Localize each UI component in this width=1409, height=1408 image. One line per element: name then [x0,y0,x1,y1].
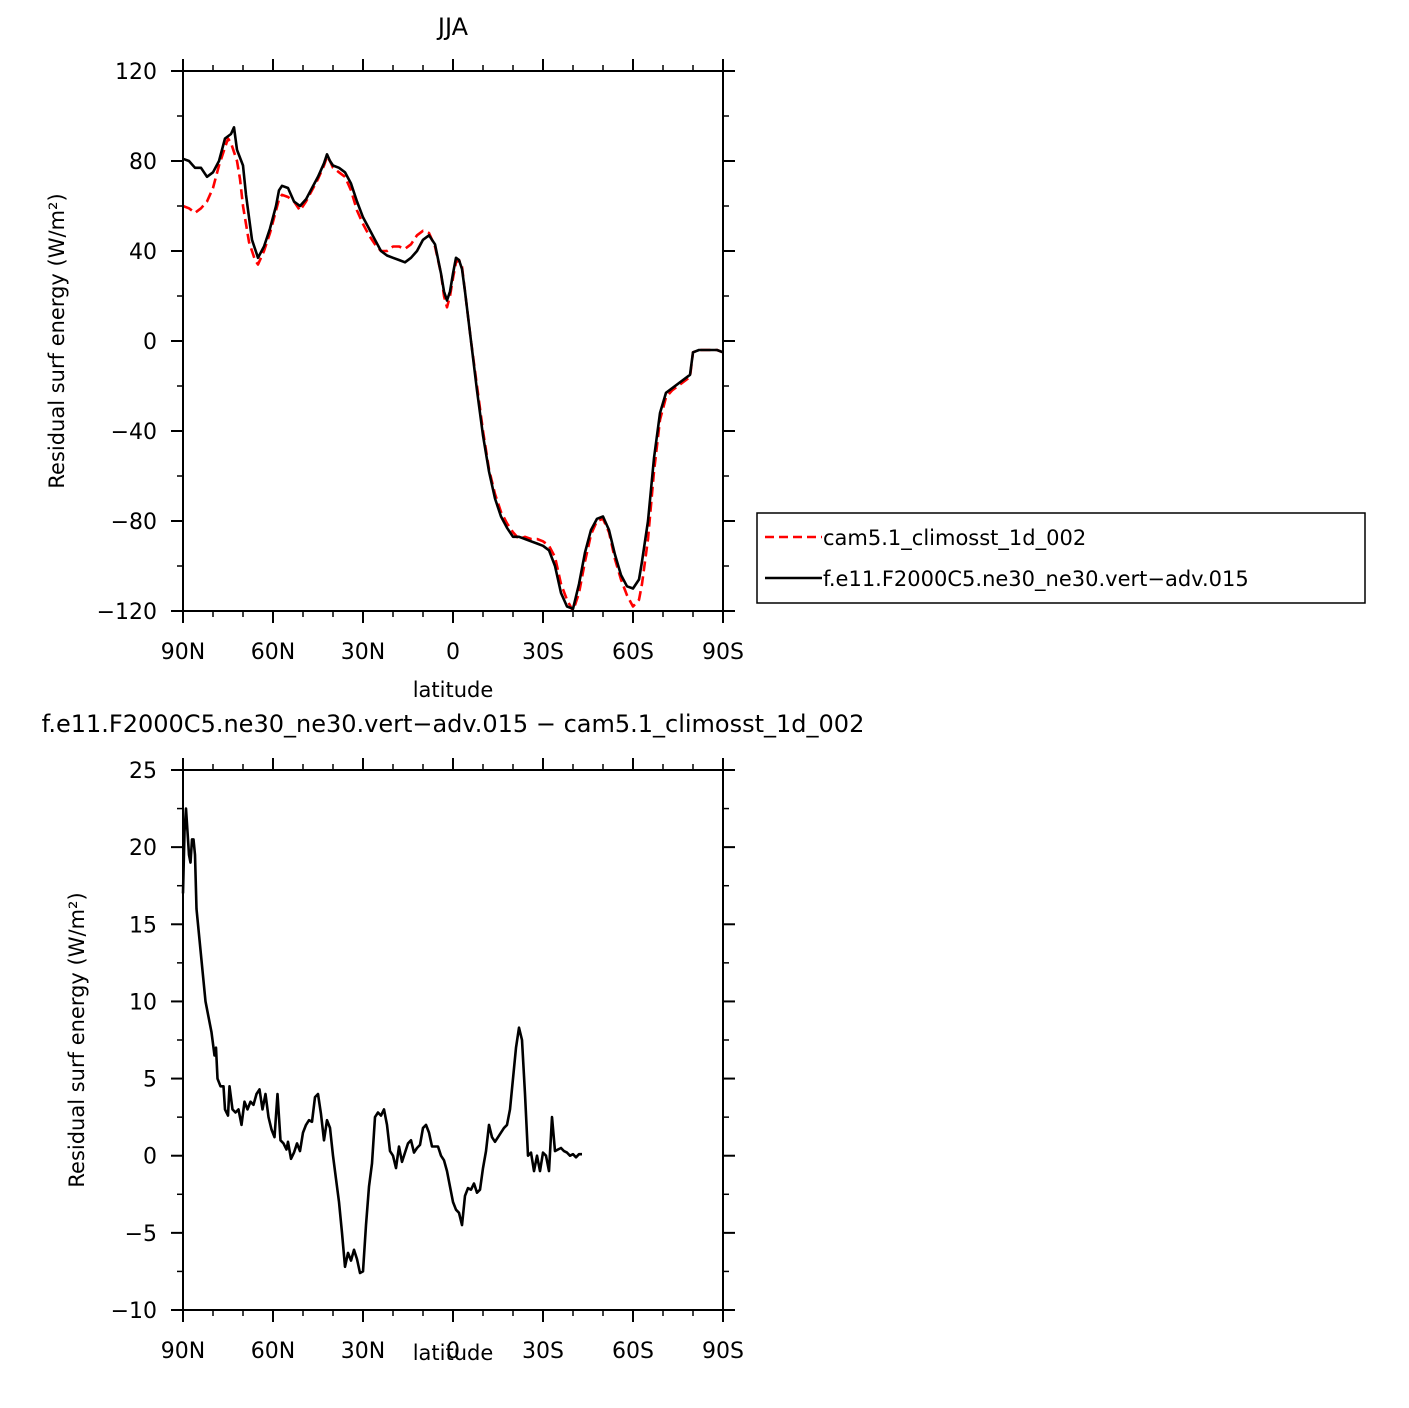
top-panel: JJA 90N 60N 30N 0 30S 60S 90S 120 80 40 0 −40 −80 −12… [45,13,1366,702]
top-series-line-1 [182,126,724,611]
bottom-ytick-label: 5 [143,1068,157,1093]
top-ytick-label: −80 [111,510,157,535]
bottom-panel-title: f.e11.F2000C5.ne30_ne30.vert−adv.015 − c… [42,710,865,738]
top-ytick-label: −40 [111,420,157,445]
top-panel-frame [182,70,724,612]
bottom-panel-ticks: 90N 60N 30N 0 30S 60S 90S 25 20 15 10 5 0 −5 −10 [111,758,744,1364]
legend-box [756,512,1366,604]
bottom-xtick-label: 30S [522,1339,564,1364]
top-xtick-label: 90N [161,640,205,665]
bottom-series-line-0 [181,807,582,1275]
bottom-xtick-label: 0 [446,1339,460,1364]
top-panel-ylabel: Residual surf energy (W/m²) [45,193,69,488]
bottom-xtick-label: 30N [341,1339,385,1364]
bottom-xtick-label: 60S [612,1339,654,1364]
bottom-ytick-label: 10 [129,990,157,1015]
top-panel-series [182,126,724,613]
top-panel-title: JJA [436,13,469,41]
bottom-ytick-label: 25 [129,759,157,784]
bottom-ytick-label: −10 [111,1299,157,1324]
bottom-ytick-label: −5 [125,1222,157,1247]
legend-label-cam5: cam5.1_climosst_1d_002 [823,526,1086,551]
bottom-ytick-label: 0 [143,1145,157,1170]
bottom-panel-series [181,807,582,1275]
top-ytick-label: 80 [129,150,157,175]
top-xtick-label: 0 [446,640,460,665]
top-xtick-label: 30S [522,640,564,665]
top-series-line-0 [182,137,724,613]
legend: cam5.1_climosst_1d_002 f.e11.F2000C5.ne3… [756,512,1366,604]
bottom-ytick-label: 15 [129,913,157,938]
top-ytick-label: −120 [97,600,157,625]
top-ytick-label: 0 [143,330,157,355]
top-xtick-label: 60S [612,640,654,665]
top-xtick-label: 60N [251,640,295,665]
top-ytick-label: 120 [115,60,157,85]
top-panel-ticks: 90N 60N 30N 0 30S 60S 90S 120 80 40 0 −40 −80 −120 [97,59,744,665]
bottom-panel-ylabel: Residual surf energy (W/m²) [65,892,89,1187]
bottom-xtick-label: 90N [161,1339,205,1364]
bottom-panel-frame [182,769,724,1311]
bottom-xtick-label: 60N [251,1339,295,1364]
bottom-panel: f.e11.F2000C5.ne30_ne30.vert−adv.015 − c… [42,710,865,1365]
top-ytick-label: 40 [129,240,157,265]
bottom-panel-xlabel: latitude [413,1341,494,1365]
top-xtick-label: 90S [702,640,744,665]
top-xtick-label: 30N [341,640,385,665]
bottom-xtick-label: 90S [702,1339,744,1364]
top-panel-xlabel: latitude [413,678,494,702]
legend-label-fe11: f.e11.F2000C5.ne30_ne30.vert−adv.015 [823,567,1249,592]
bottom-ytick-label: 20 [129,836,157,861]
